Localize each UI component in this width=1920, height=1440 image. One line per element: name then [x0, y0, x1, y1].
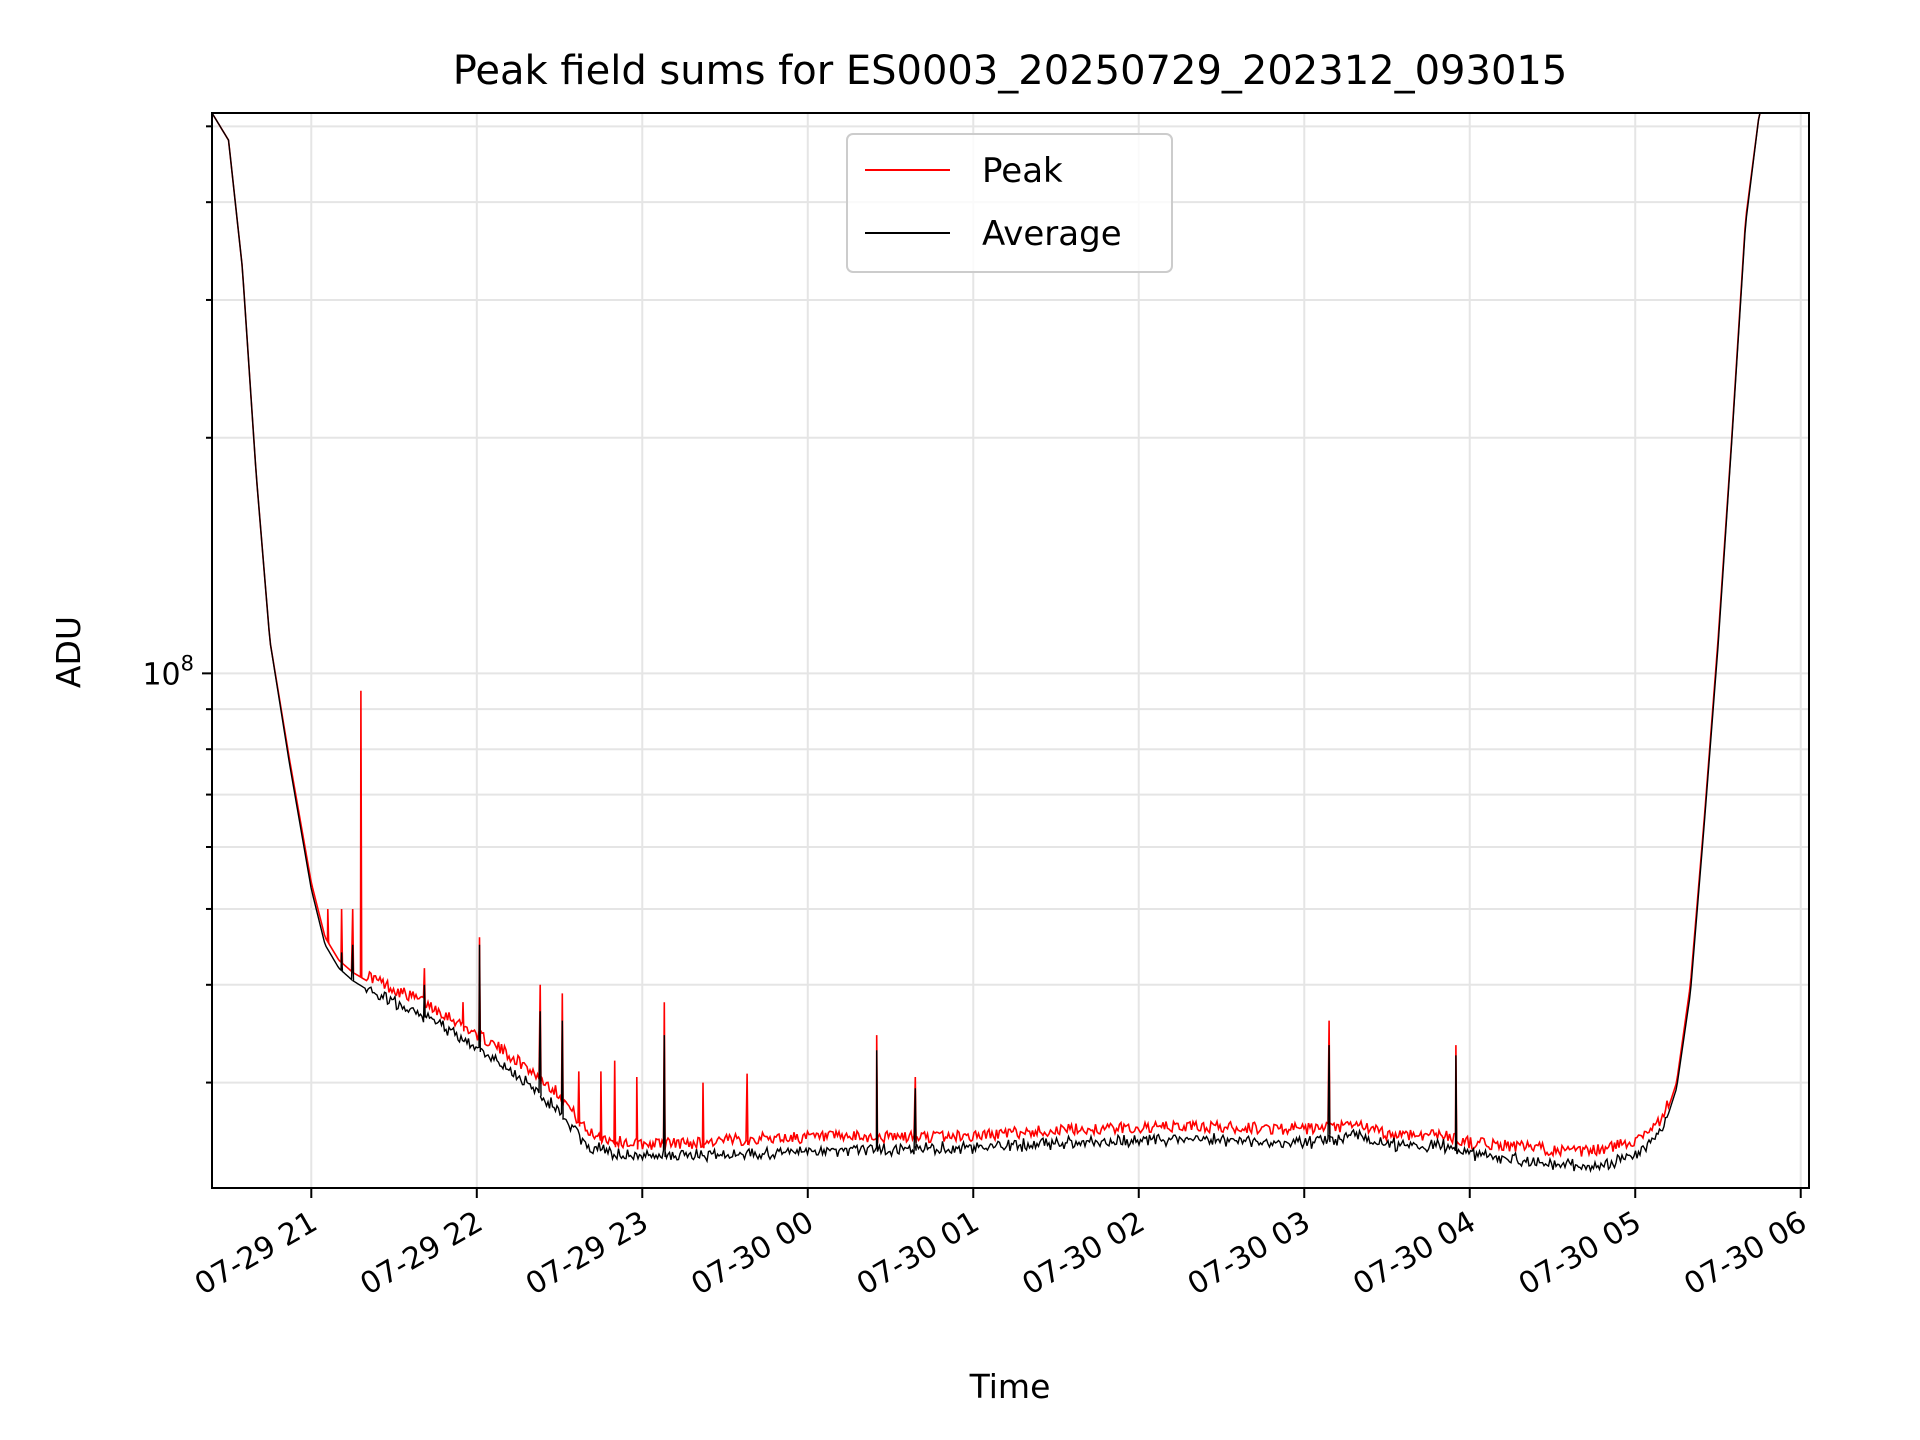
plot-frame: [211, 112, 1810, 1189]
grid: [212, 113, 1809, 1188]
legend-label-peak: Peak: [982, 151, 1063, 191]
y-axis-label: ADU: [49, 616, 88, 688]
series-line-average: [212, 113, 1808, 1174]
x-axis-label: Time: [969, 1367, 1051, 1406]
y-axis: 108: [142, 125, 212, 1084]
legend-box: [846, 133, 1173, 273]
legend-label-average: Average: [982, 214, 1122, 254]
legend: Peak Average: [846, 133, 1173, 273]
series-layer: [212, 113, 1808, 1174]
y-tick-label: 108: [142, 651, 194, 692]
chart-title: Peak field sums for ES0003_20250729_2023…: [453, 48, 1568, 94]
series-line-peak: [212, 113, 1808, 1158]
